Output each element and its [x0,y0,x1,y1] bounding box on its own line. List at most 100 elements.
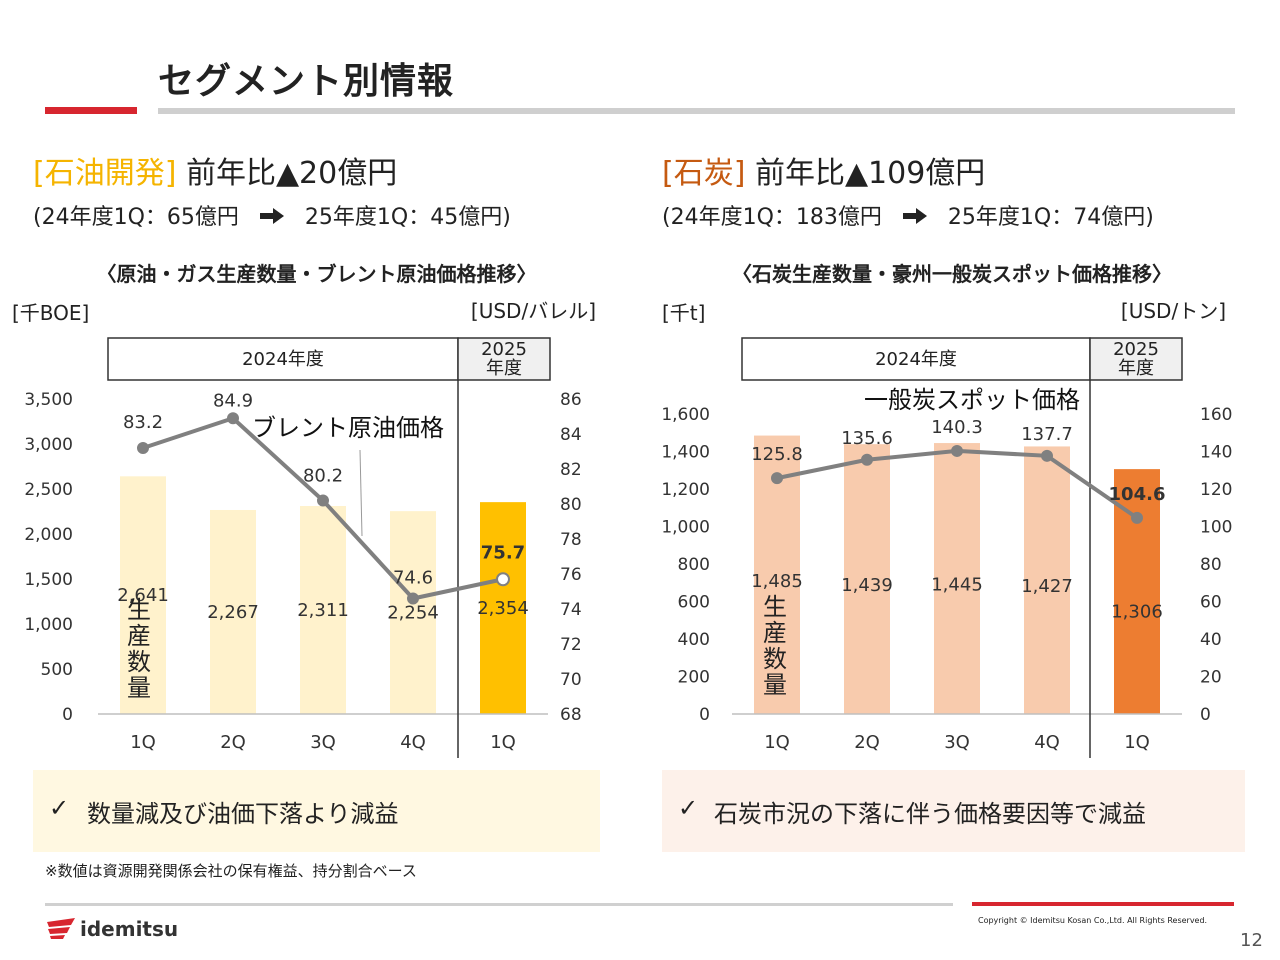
production-bar [480,502,526,714]
bar-value-label: 2,641 [117,585,169,606]
production-bar [934,443,980,714]
bar-series-label-char: 産 [763,619,787,647]
y-right-tick-label: 20 [1200,668,1222,688]
y-right-tick-label: 80 [560,495,582,515]
oil-note-box: ✓ 数量減及び油価下落より減益 [33,770,600,852]
bar-value-label: 1,485 [751,571,803,592]
price-value-label: 84.9 [213,390,253,411]
y-right-tick-label: 100 [1200,518,1232,538]
y-right-tick-label: 84 [560,425,582,445]
coal-note-text: 石炭市況の下落に伴う価格要因等で減益 [714,800,1146,828]
period-header-2024-box [107,337,459,381]
y-right-tick-label: 40 [1200,630,1222,650]
y-left-tick-label: 1,000 [24,615,73,635]
price-value-label: 80.2 [303,466,343,487]
bar-series-label-char: 数 [127,648,151,676]
coal-production-price-chart: [千t] [USD/トン]2024年度 2025年度02004006008001,0… [661,299,1232,758]
y-left-tick-label: 800 [678,555,710,575]
oil-sub-from: (24年度1Q：65億円 [33,205,239,230]
footnote: ※数値は資源開発関係会社の保有権益、持分割合ベース [45,862,417,880]
price-value-label: 140.3 [931,417,983,438]
x-category-label: 2Q [220,732,246,753]
y-left-tick-label: 3,500 [24,390,73,410]
x-category-label: 1Q [490,732,516,753]
oil-yoy: 前年比▲20億円 [185,156,398,191]
x-category-label: 4Q [400,732,426,753]
title-accent-bar [45,107,137,114]
period-header-2024-box [741,337,1091,381]
bar-value-label: 2,311 [297,600,349,621]
bar-series-label-char: 産 [127,622,151,650]
production-bar [1024,446,1070,714]
x-category-label: 3Q [310,732,336,753]
x-category-label: 2Q [854,732,880,753]
x-category-label: 1Q [1124,732,1150,753]
price-point [861,453,873,466]
y-right-tick-label: 72 [560,635,582,655]
check-icon: ✓ [678,794,699,822]
price-value-label: 75.7 [481,542,525,563]
y-right-tick-label: 82 [560,460,582,480]
production-bar [210,509,256,714]
bar-value-label: 1,445 [931,575,983,596]
period-header-2025-line: 2025 [1113,339,1159,360]
oil-segment-label: [石油開発] [33,156,177,191]
line-series-name: ブレント原油価格 [252,414,444,442]
production-bar [300,506,346,714]
price-point [496,572,510,587]
oil-chart-title: 〈原油・ガス生産数量・ブレント原油価格推移〉 [96,262,537,286]
y-left-tick-label: 2,000 [24,525,73,545]
coal-sub-to: 25年度1Q：74億円) [947,205,1154,230]
bar-series-label-char: 量 [127,674,151,702]
period-header-2025-box [1089,337,1183,381]
y-right-tick-label: 86 [560,390,582,410]
y-left-tick-label: 500 [41,660,73,680]
bar-series-label-char: 数 [763,645,787,673]
oil-sub-to: 25年度1Q：45億円) [304,205,511,230]
price-value-label: 137.7 [1021,424,1073,445]
x-category-label: 4Q [1034,732,1060,753]
coal-chart-title: 〈石炭生産数量・豪州一般炭スポット価格推移〉 [732,262,1172,286]
bar-series-label-char: 生 [763,593,787,621]
production-bar [120,476,166,714]
period-header-2025-box [457,337,551,381]
price-value-label: 83.2 [123,412,163,433]
y-right-tick-label: 70 [560,670,582,690]
period-header-2025-line: 年度 [486,358,522,379]
price-point [137,442,149,454]
production-bar [844,444,890,714]
x-category-label: 3Q [944,732,970,753]
coal-yoy: 前年比▲109億円 [754,156,986,191]
period-header-2025-line: 2025 [481,339,527,360]
bar-value-label: 2,254 [387,603,439,624]
price-point [1041,449,1053,462]
oil-subtitle: (24年度1Q：65億円 25年度1Q：45億円) [33,199,511,231]
bar-value-label: 2,267 [207,602,259,623]
x-category-label: 1Q [764,732,790,753]
price-value-label: 104.6 [1109,484,1166,505]
price-point [227,412,239,425]
price-point [407,592,419,605]
production-bar [390,511,436,714]
title-underline [158,108,1235,114]
y-right-tick-label: 74 [560,600,582,620]
footer-divider [45,903,953,906]
arrow-right-icon [902,205,927,230]
bar-value-label: 1,427 [1021,576,1073,597]
y-right-tick-label: 68 [560,705,582,725]
y-left-tick-label: 0 [62,705,73,725]
y-left-tick-label: 1,000 [661,518,710,538]
y-right-tick-label: 120 [1200,480,1232,500]
bar-series-label-char: 量 [763,671,787,699]
line-series-name: 一般炭スポット価格 [864,386,1080,414]
y-left-tick-label: 1,400 [661,443,710,463]
y-left-tick-label: 200 [678,668,710,688]
idemitsu-logo-icon [45,916,77,944]
y-left-axis-label: [千BOE] [12,301,89,325]
coal-note-box: ✓ 石炭市況の下落に伴う価格要因等で減益 [662,770,1245,852]
production-bar [1114,469,1160,714]
y-right-tick-label: 78 [560,530,582,550]
y-right-axis-label: [USD/トン] [1121,299,1226,323]
page-title: セグメント別情報 [158,61,455,102]
